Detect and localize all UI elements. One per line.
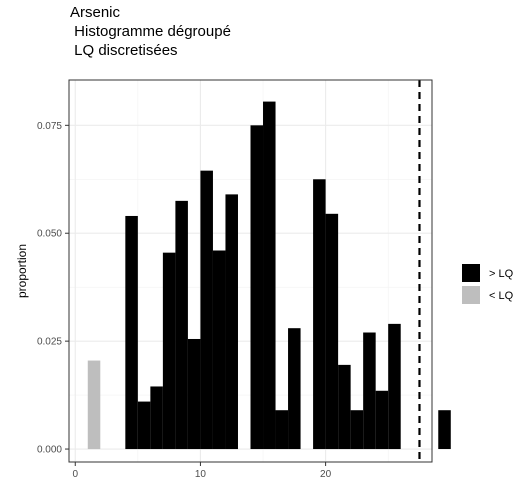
x-tick-label: 0 [72,469,78,480]
bar-series-0 [388,323,401,450]
bar-series-0 [350,410,364,450]
bar-series-0 [187,338,201,450]
legend-label-1: < LQ [489,290,514,302]
bars-layer [87,101,451,450]
bar-series-0 [175,200,188,450]
bar-series-0 [325,213,339,450]
y-tick-label: 0.050 [37,229,62,240]
legend-swatch-1 [462,286,480,304]
y-tick-label: 0.000 [37,445,62,456]
bar-series-1 [87,360,101,450]
bar-series-0 [137,401,151,450]
bar-series-0 [200,170,213,450]
bar-series-0 [288,328,301,450]
y-axis-title: proportion [15,244,29,298]
bar-series-0 [375,390,389,450]
y-tick-label: 0.025 [37,337,62,348]
bar-series-0 [162,252,176,450]
x-tick-label: 10 [195,469,207,480]
chart-subtitle-2: LQ discretisées [70,42,178,59]
legend: > LQ < LQ [462,264,514,304]
bar-series-0 [225,194,238,450]
bar-series-0 [250,125,264,450]
y-tick-label: 0.075 [37,121,62,132]
x-tick-label: 20 [320,469,332,480]
axes-layer: 0 10 20 0.000 0.025 0.050 0.075 [37,79,433,480]
bar-series-0 [338,364,351,450]
bar-series-0 [150,386,163,450]
bar-series-0 [313,179,326,450]
bar-series-0 [438,410,451,450]
bar-series-0 [275,410,289,450]
bar-series-0 [263,101,276,450]
chart-title: Arsenic [70,4,121,21]
panel-border-top [68,79,433,463]
bar-series-0 [363,332,376,450]
legend-label-0: > LQ [489,268,514,280]
chart-title-block: Arsenic Histogramme dégroupé LQ discreti… [70,3,231,60]
legend-swatch-0 [462,264,480,282]
chart-subtitle-1: Histogramme dégroupé [70,23,231,40]
bar-series-0 [212,250,226,450]
bar-series-0 [125,215,138,450]
